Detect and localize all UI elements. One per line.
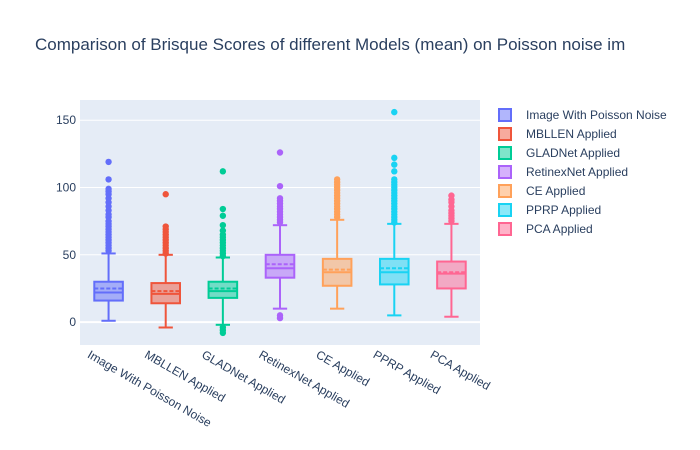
outlier-point — [219, 221, 227, 229]
outlier-point — [219, 168, 227, 175]
box-5 — [321, 176, 353, 310]
legend-swatch — [498, 222, 512, 236]
y-tick-label-100: 100 — [56, 181, 76, 195]
legend-swatch — [498, 127, 512, 141]
legend-item-5[interactable]: CE Applied — [498, 184, 585, 198]
y-axis-ticks: 0 50 100 150 — [56, 113, 76, 329]
box-iqr — [436, 260, 467, 290]
outlier-point — [391, 168, 398, 175]
box-iqr — [264, 253, 296, 279]
legend-item-7[interactable]: PCA Applied — [498, 222, 593, 236]
legend-item-3[interactable]: GLADNet Applied — [498, 146, 620, 160]
y-tick-label-50: 50 — [63, 248, 77, 262]
legend-label: RetinexNet Applied — [526, 165, 628, 179]
outlier-point — [105, 185, 112, 193]
outlier-point — [391, 108, 398, 116]
legend-item-2[interactable]: MBLLEN Applied — [498, 127, 617, 141]
outlier-point — [162, 191, 169, 198]
legend-swatch — [498, 146, 512, 160]
outlier-point — [276, 149, 284, 156]
outlier-point — [333, 176, 341, 183]
legend-swatch — [498, 165, 512, 179]
chart-title: Comparison of Brisque Scores of differen… — [35, 35, 625, 54]
outlier-point — [105, 158, 112, 166]
box-iqr — [93, 280, 124, 302]
legend-item-1[interactable]: Image With Poisson Noise — [498, 108, 667, 122]
legend-item-6[interactable]: PPRP Applied — [498, 203, 601, 217]
outlier-point — [391, 176, 398, 183]
box-1 — [93, 158, 124, 322]
outlier-point — [219, 205, 227, 213]
legend-swatch — [498, 184, 512, 198]
outlier-point — [276, 312, 284, 319]
legend-label: GLADNet Applied — [526, 146, 620, 160]
legend-label: Image With Poisson Noise — [526, 108, 667, 122]
legend-item-4[interactable]: RetinexNet Applied — [498, 165, 628, 179]
legend-label: CE Applied — [526, 184, 585, 198]
outlier-point — [219, 227, 227, 234]
box-6 — [379, 108, 410, 317]
box-3 — [207, 168, 239, 337]
box-2 — [150, 191, 182, 329]
legend-swatch — [498, 108, 512, 122]
y-tick-label-0: 0 — [69, 315, 76, 329]
outlier-point — [219, 212, 227, 219]
legend-label: MBLLEN Applied — [526, 127, 617, 141]
outlier-point — [448, 192, 455, 199]
box-4 — [264, 149, 296, 322]
outlier-point — [219, 324, 227, 331]
outlier-point — [391, 154, 398, 162]
outlier-point — [105, 176, 112, 183]
outlier-point — [162, 223, 169, 230]
legend-label: PPRP Applied — [526, 203, 601, 217]
y-tick-label-150: 150 — [56, 113, 76, 127]
legend-label: PCA Applied — [526, 222, 593, 236]
outlier-point — [276, 195, 284, 202]
legend[interactable]: Image With Poisson Noise MBLLEN Applied GL… — [498, 108, 667, 236]
boxes — [93, 108, 467, 337]
box-iqr — [207, 280, 239, 299]
outlier-point — [391, 161, 398, 168]
outlier-point — [276, 182, 284, 190]
legend-swatch — [498, 203, 512, 217]
box-7 — [436, 192, 467, 318]
